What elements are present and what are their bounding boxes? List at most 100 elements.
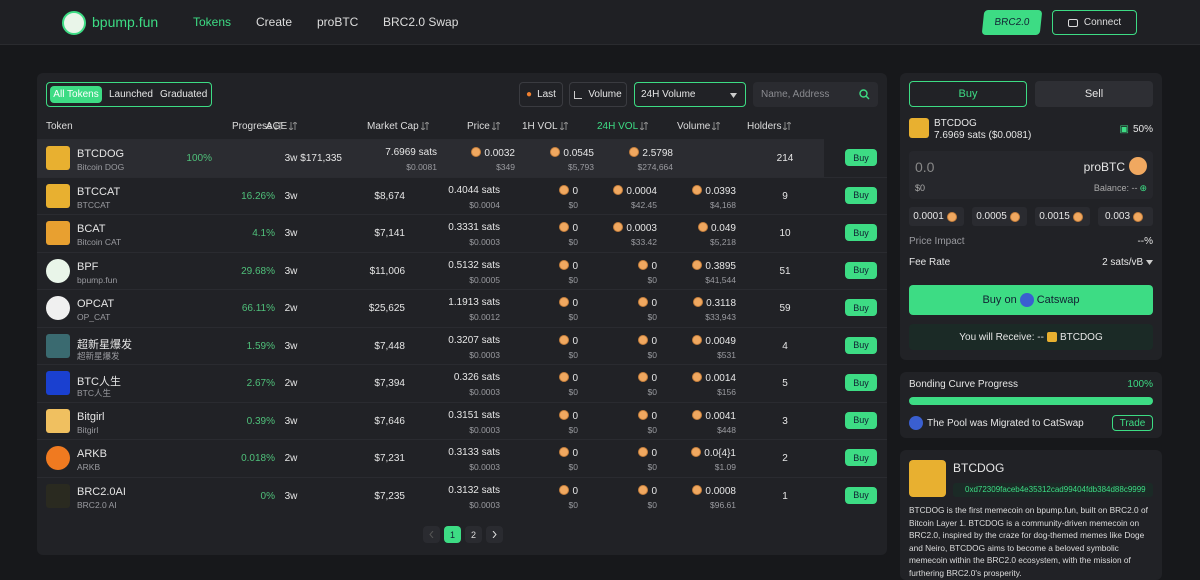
- column-header[interactable]: 24H VOL: [597, 121, 649, 132]
- token-row[interactable]: BPF bpump.fun 29.68% 3w $11,006 0.5132 sats $0…: [37, 251, 887, 290]
- preset-button[interactable]: 0.0005: [972, 207, 1027, 226]
- column-header[interactable]: Price: [467, 121, 501, 132]
- holders: 3: [782, 415, 788, 427]
- token-avatar: [46, 408, 70, 433]
- sell-tab[interactable]: Sell: [1035, 81, 1153, 107]
- column-header[interactable]: Holders: [747, 121, 792, 132]
- buy-button[interactable]: Buy: [845, 411, 877, 429]
- coin-icon: [946, 211, 957, 222]
- buy-button[interactable]: Buy: [845, 149, 877, 166]
- token-row[interactable]: BCAT Bitcoin CAT 4.1% 3w $7,141 0.3331 sats $0…: [37, 214, 887, 252]
- token-row[interactable]: 超新星爆发 超新星爆发 1.59% 3w $7,448 0.3207 sats $0.000…: [37, 326, 887, 365]
- nav-link[interactable]: proBTC: [317, 15, 359, 29]
- vol1h-usd: $0: [568, 499, 578, 510]
- coin-icon: [691, 447, 702, 457]
- buy-button[interactable]: Buy: [845, 224, 877, 241]
- sort-volume[interactable]: Volume: [569, 82, 627, 107]
- impact-value: --%: [1137, 236, 1153, 247]
- logo[interactable]: bpump.fun: [92, 14, 159, 30]
- age: 3w: [284, 415, 298, 427]
- preset-button[interactable]: 0.0001: [909, 207, 964, 226]
- percent-icon: ▣: [1119, 124, 1129, 135]
- sort-last[interactable]: ● Last: [519, 82, 563, 107]
- column-header[interactable]: Volume: [677, 121, 721, 132]
- nav-link[interactable]: Create: [256, 15, 293, 29]
- coin-icon: [697, 222, 708, 232]
- token-row[interactable]: BTCCAT BTCCAT 16.26% 3w $8,674 0.4044 sats $0.…: [37, 176, 887, 215]
- volume-usd: $274,664: [637, 162, 673, 172]
- coin-icon: [692, 372, 703, 382]
- volume-usd: $96.61: [710, 499, 736, 510]
- token-row[interactable]: BTC人生 BTC人生 2.67% 2w $7,394 0.326 sats $0.0003…: [37, 364, 887, 402]
- preset-button[interactable]: 0.0015: [1035, 207, 1090, 226]
- vol1h-usd: $349: [496, 162, 515, 172]
- vol-ume: 0.0041: [692, 409, 736, 422]
- progress: 1.59%: [246, 340, 275, 352]
- search-input[interactable]: Name, Address: [753, 82, 878, 107]
- logo-icon[interactable]: [62, 11, 86, 35]
- volume-select[interactable]: 24H Volume: [634, 82, 746, 107]
- column-header[interactable]: Progress: [232, 121, 283, 132]
- price-usd: $0.0003: [469, 462, 500, 472]
- token-row[interactable]: ARKB ARKB 0.018% 2w $7,231 0.3133 sats $0.0003…: [37, 439, 887, 477]
- buy-tab[interactable]: Buy: [909, 81, 1027, 107]
- nav-link[interactable]: BRC2.0 Swap: [383, 15, 459, 29]
- amount-input[interactable]: 0.0 $0 proBTC Balance: -- ⊕: [909, 151, 1153, 199]
- buy-button[interactable]: Buy: [845, 449, 877, 466]
- vol-ume: 0.0{4}1: [691, 447, 736, 459]
- coin-icon: [693, 297, 704, 307]
- buy-button[interactable]: Buy: [845, 299, 877, 316]
- page-button[interactable]: 1: [444, 526, 461, 543]
- age: 3w: [284, 490, 298, 502]
- preset-button[interactable]: 0.003: [1098, 207, 1153, 226]
- buy-button[interactable]: Buy: [845, 261, 877, 279]
- amount: 0.0032: [484, 148, 515, 159]
- address[interactable]: 0xd72309faceb4e35312cad99404fdb384d88c99…: [953, 483, 1153, 497]
- token-row[interactable]: Bitgirl Bitgirl 0.39% 3w $7,646 0.3151 sats $0…: [37, 401, 887, 440]
- fee-value[interactable]: 2 sats/vB: [1102, 257, 1153, 268]
- amount: 0: [572, 298, 578, 309]
- token-row[interactable]: BTCDOG Bitcoin DOG 100% 3w $171,335 7.6969 sa…: [37, 139, 877, 177]
- token-name: BPF: [77, 260, 99, 273]
- network-button[interactable]: BRC2.0: [981, 10, 1043, 35]
- token-sub: ARKB: [77, 462, 101, 472]
- page-arrow[interactable]: [486, 526, 503, 543]
- page-button[interactable]: 2: [465, 526, 482, 543]
- vol-ume: 0.0393: [692, 184, 736, 197]
- amount: 0.0{4}1: [704, 448, 736, 459]
- tab[interactable]: Launched: [109, 89, 153, 100]
- coin-icon: [559, 222, 570, 232]
- token-row[interactable]: BRC2.0AI BRC2.0 AI 0% 3w $7,235 0.3132 sats $0…: [37, 476, 887, 515]
- token-row[interactable]: OPCAT OP_CAT 66.11% 2w $25,625 1.1913 sats $0.…: [37, 289, 887, 327]
- nav-link[interactable]: Tokens: [193, 15, 232, 29]
- buy-button[interactable]: Buy: [845, 336, 877, 354]
- price-usd: $0.0003: [469, 349, 500, 360]
- column-header[interactable]: AGE: [266, 121, 298, 132]
- tab[interactable]: Graduated: [160, 89, 208, 100]
- coin-icon: [559, 259, 570, 270]
- buy-button[interactable]: Buy: [845, 486, 877, 504]
- buy-button[interactable]: Buy: [845, 374, 877, 391]
- column-header[interactable]: 1H VOL: [522, 121, 568, 132]
- info-panel: BTCDOG 0xd72309faceb4e35312cad99404fdb38…: [900, 450, 1162, 580]
- buy-button[interactable]: Buy: [845, 186, 877, 204]
- receive-label: You will Receive: --: [959, 331, 1044, 343]
- preset-amount: 0.0015: [1039, 211, 1070, 222]
- connect-button[interactable]: Connect: [1052, 10, 1137, 35]
- age: 3w: [284, 265, 298, 277]
- coin-icon: [471, 147, 482, 157]
- coin-icon: [1009, 211, 1020, 222]
- vol1h-usd: $0: [568, 312, 578, 322]
- page-arrow[interactable]: [423, 526, 440, 543]
- vol24h-usd: $42.45: [631, 199, 657, 210]
- tab[interactable]: All Tokens: [50, 86, 102, 103]
- vol1h-usd: $0: [568, 387, 578, 397]
- token-price: 7.6969 sats ($0.0081): [934, 130, 1032, 141]
- holders: 4: [782, 340, 788, 352]
- vol-1h: 0: [559, 372, 578, 384]
- trade-button[interactable]: Trade: [1112, 415, 1153, 431]
- column-header[interactable]: Market Cap: [367, 121, 430, 132]
- coin-icon: [638, 334, 649, 345]
- buy-button[interactable]: Buy on Catswap: [909, 285, 1153, 315]
- amount: 0: [651, 410, 657, 422]
